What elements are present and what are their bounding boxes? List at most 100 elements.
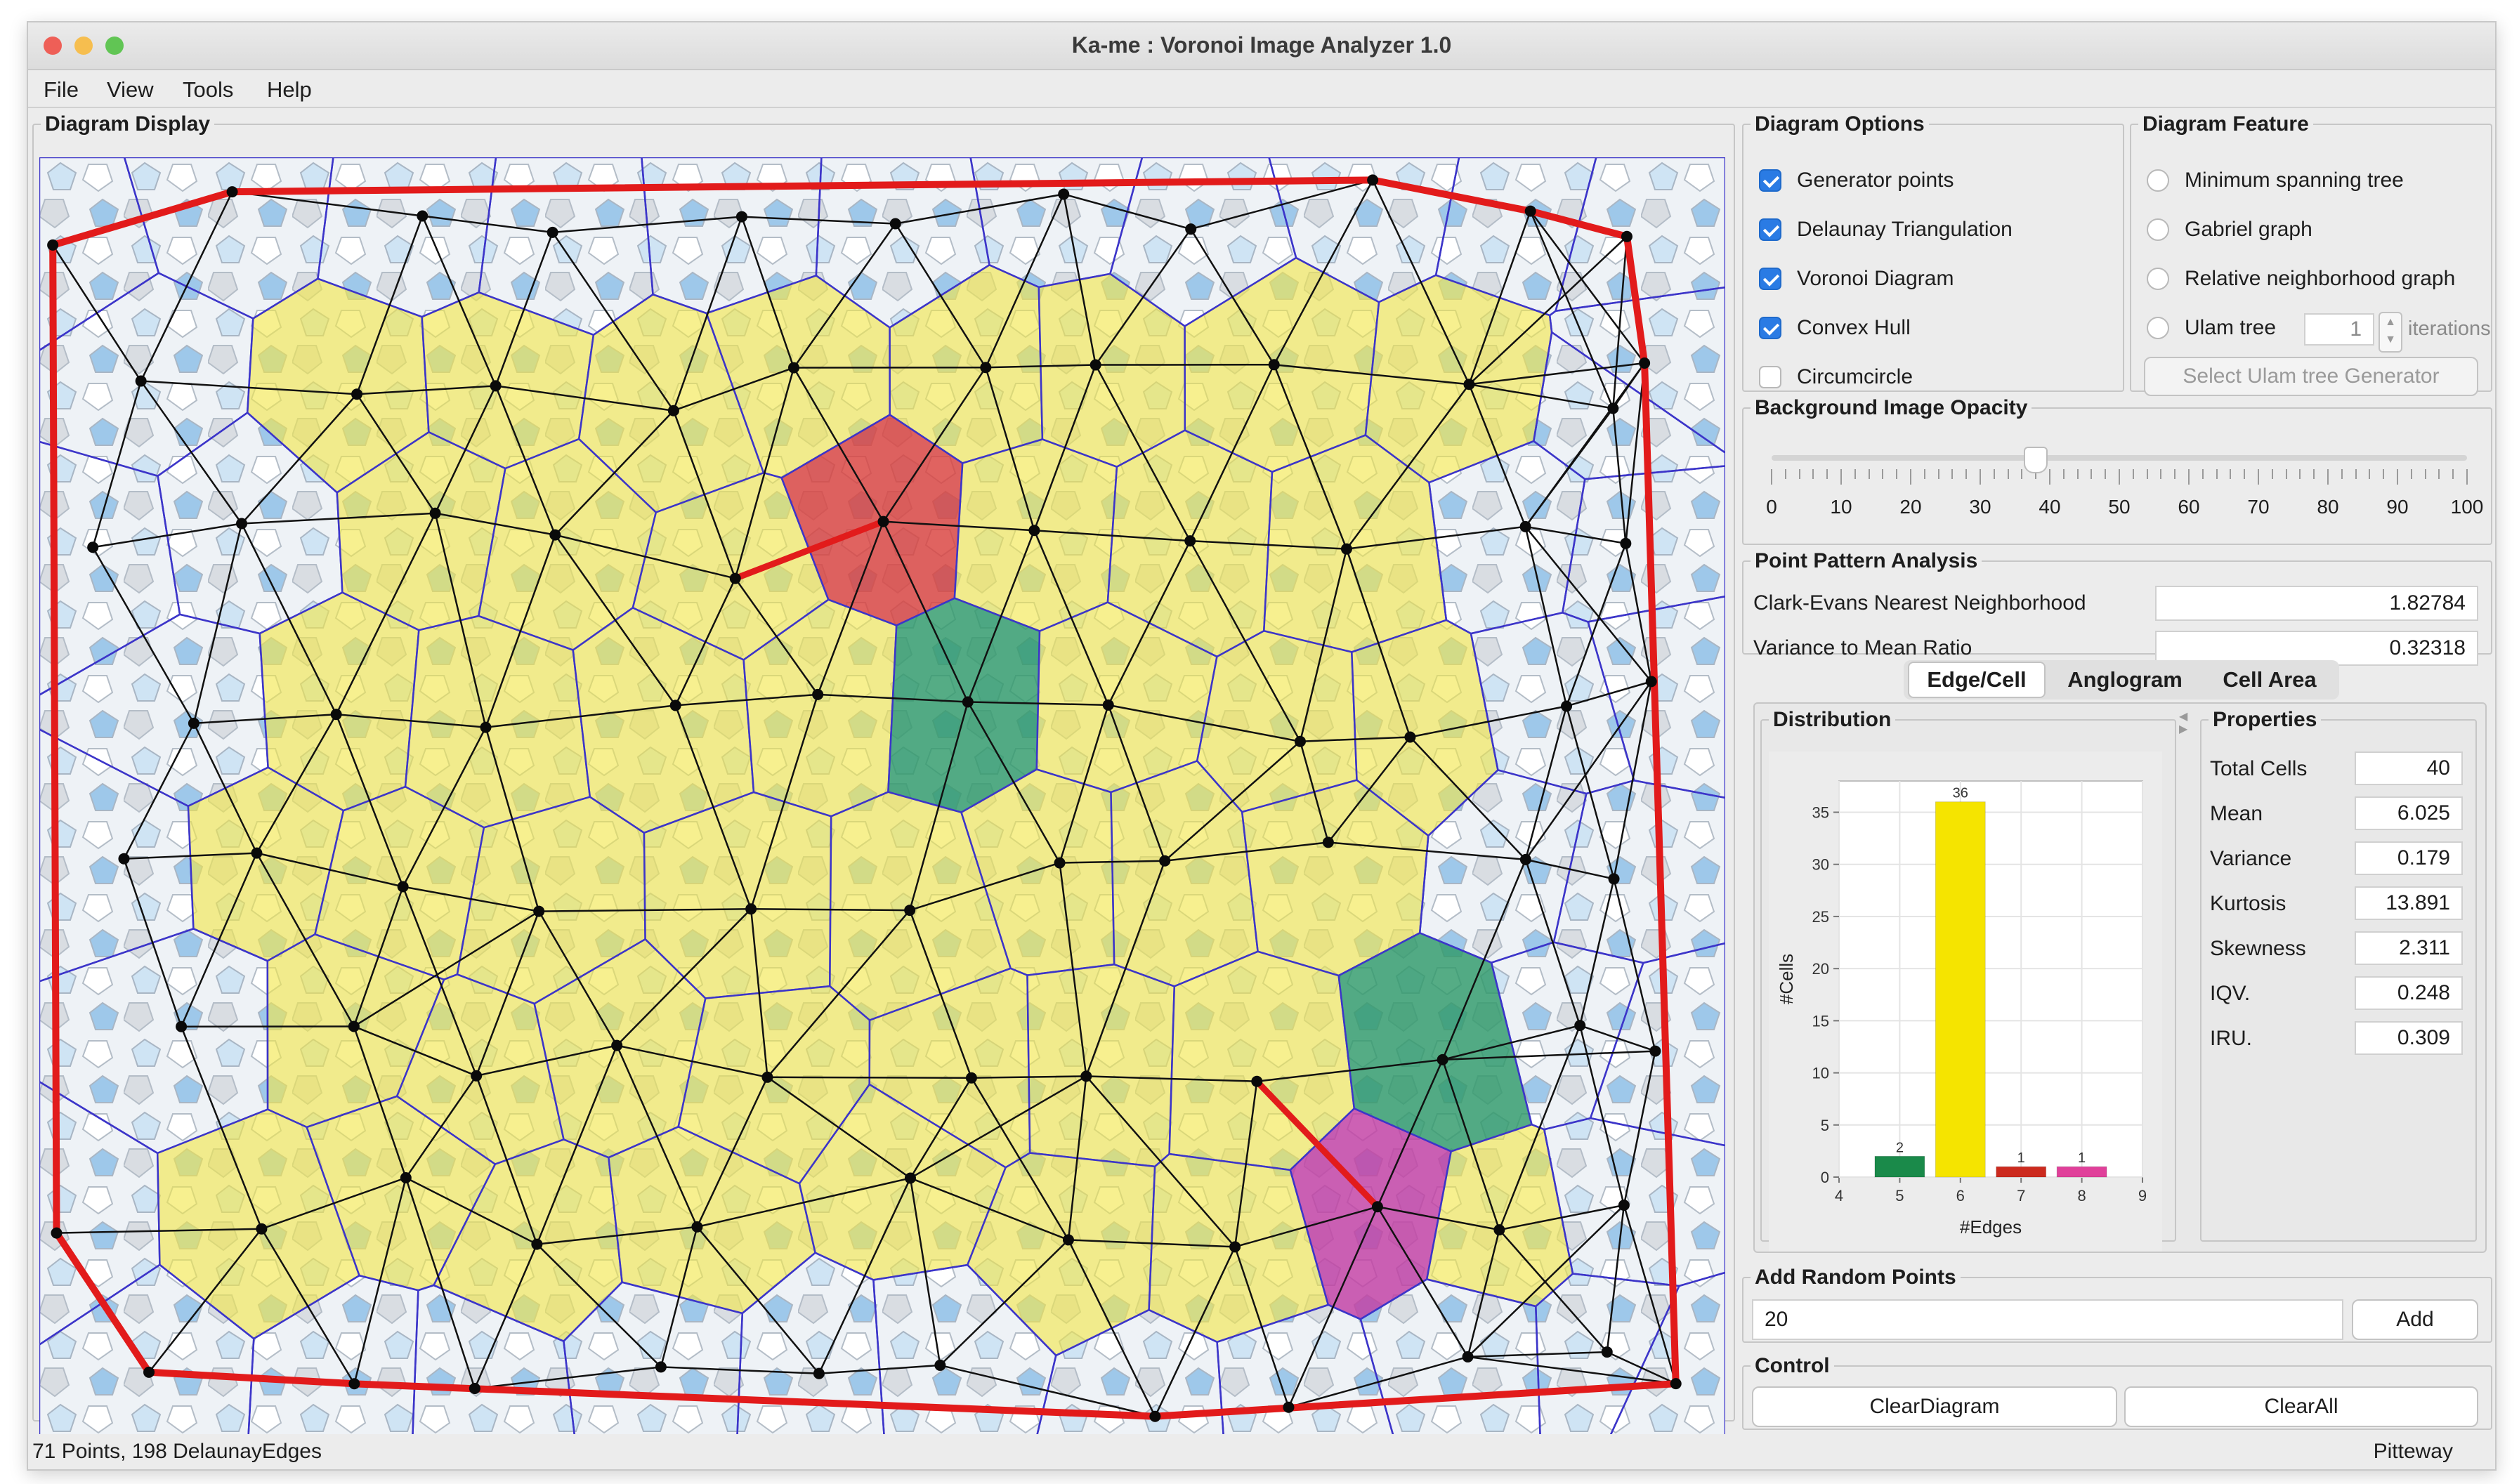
slider-tick [1951,469,1954,479]
zoom-window-button[interactable] [105,37,124,55]
slider-tick [1937,469,1939,479]
delaunay-edge [792,367,884,523]
delaunay-edge [554,534,676,707]
slider-tick [2313,469,2315,479]
menu-file[interactable]: File [44,77,79,102]
delaunay-edge [536,1243,662,1368]
convex-hull-checkbox[interactable] [1759,317,1781,339]
generator-point [669,700,681,711]
slider-tick [1965,469,1968,479]
delaunay-edge [1579,1025,1625,1206]
splitter-handle[interactable]: ◀ ▶ [2179,711,2194,739]
mst-option[interactable]: Minimum spanning tree [2147,164,2404,197]
convex-hull-label: Convex Hull [1797,316,1911,339]
close-window-button[interactable] [44,37,62,55]
add-button[interactable]: Add [2352,1299,2478,1340]
tab-cell-area[interactable]: Cell Area [2223,667,2317,692]
voronoi-option[interactable]: Voronoi Diagram [1759,263,1954,295]
circumcircle-checkbox[interactable] [1759,366,1781,388]
y-tick-label: 25 [1812,908,1829,926]
generator-points-checkbox[interactable] [1759,169,1781,192]
delaunay-edge [421,215,497,386]
rng-radio[interactable] [2147,268,2169,290]
clear-diagram-button[interactable]: ClearDiagram [1752,1386,2117,1427]
voronoi-cell [404,615,591,829]
circumcircle-option[interactable]: Circumcircle [1759,361,1913,393]
slider-tick [2146,469,2148,479]
generator-points-option[interactable]: Generator points [1759,164,1954,197]
slider-tick-label: 70 [2247,496,2270,518]
generator-point [934,1359,946,1371]
delaunay-edge [1441,859,1527,1061]
delaunay-edge [1288,1355,1468,1408]
voronoi-canvas[interactable] [39,157,1725,1436]
delaunay-edge [261,1228,355,1384]
menu-help[interactable]: Help [267,77,312,102]
delaunay-edge [356,385,496,395]
voronoi-checkbox[interactable] [1759,268,1781,290]
circumcircle-label: Circumcircle [1797,365,1913,388]
rng-option[interactable]: Relative neighborhood graph [2147,263,2455,295]
ulam-option[interactable]: Ulam tree [2147,312,2276,344]
delaunay-edge [1525,525,1626,545]
slider-tick [1812,469,1814,479]
delaunay-edge [674,704,752,910]
select-ulam-generator-button[interactable]: Select Ulam tree Generator [2144,357,2478,396]
delaunay-edge [910,1177,1069,1241]
random-count-input[interactable]: 20 [1752,1299,2343,1340]
menu-tools[interactable]: Tools [183,77,234,102]
delaunay-edge [1468,211,1531,385]
generator-point [348,1020,360,1032]
generator-point [611,1039,623,1051]
slider-tick-label: 50 [2108,496,2131,518]
tab-anglogram[interactable]: Anglogram [2067,667,2183,692]
slider-tick-label: 80 [2317,496,2339,518]
menu-view[interactable]: View [107,77,154,102]
ulam-radio[interactable] [2147,317,2169,339]
minimize-window-button[interactable] [74,37,93,55]
status-bar: 71 Points, 198 DelaunayEdges Pitteway [28,1434,2495,1469]
property-value: 0.179 [2355,841,2463,875]
slider-tick [2035,469,2037,479]
generator-point [1618,1200,1630,1212]
delaunay-edge [1524,681,1652,860]
generator-point [1645,676,1657,688]
stepper-down-icon[interactable]: ▼ [2385,334,2396,346]
opacity-slider[interactable]: 0 10 20 30 40 50 60 70 80 90 100 [1766,445,2483,530]
delaunay-edge [256,852,355,1027]
convex-hull-option[interactable]: Convex Hull [1759,312,1911,344]
tab-edge-cell[interactable]: Edge/Cell [1908,662,2046,698]
delaunay-edge [1273,364,1348,550]
delaunay-edge [1288,1206,1379,1408]
delaunay-edge [940,1364,1156,1417]
splitter-right-icon[interactable]: ▶ [2179,723,2188,735]
generator-point [1102,699,1114,711]
delaunay-edge [1059,862,1087,1077]
generator-point [1462,1351,1474,1362]
ulam-iterations-input[interactable]: 1 [2304,313,2374,346]
mst-radio[interactable] [2147,169,2169,192]
generator-point [256,1223,268,1235]
delaunay-edge [1345,383,1470,550]
gabriel-radio[interactable] [2147,218,2169,241]
delaunay-edge [476,1044,617,1077]
delaunay-option[interactable]: Delaunay Triangulation [1759,214,2013,246]
stepper-up-icon[interactable]: ▲ [2385,316,2396,328]
splitter-left-icon[interactable]: ◀ [2179,711,2188,723]
generator-point [1601,1346,1613,1358]
analysis-tabs: Edge/Cell Anglogram Cell Area [1904,660,2339,700]
voronoi-cell [1554,157,1725,313]
delaunay-checkbox[interactable] [1759,218,1781,241]
delaunay-edge [1154,1246,1236,1417]
delaunay-edge [817,521,884,695]
delaunay-edge [485,704,676,728]
property-value: 0.309 [2355,1021,2463,1055]
ulam-iterations-stepper[interactable]: ▲ ▼ [2379,312,2402,353]
slider-tick [1840,469,1842,485]
clear-all-button[interactable]: ClearAll [2124,1386,2478,1427]
delaunay-edge [1034,529,1191,542]
generator-point [1493,1224,1505,1236]
delaunay-edge [1164,740,1301,862]
slider-thumb[interactable] [2024,447,2048,473]
gabriel-option[interactable]: Gabriel graph [2147,214,2312,246]
